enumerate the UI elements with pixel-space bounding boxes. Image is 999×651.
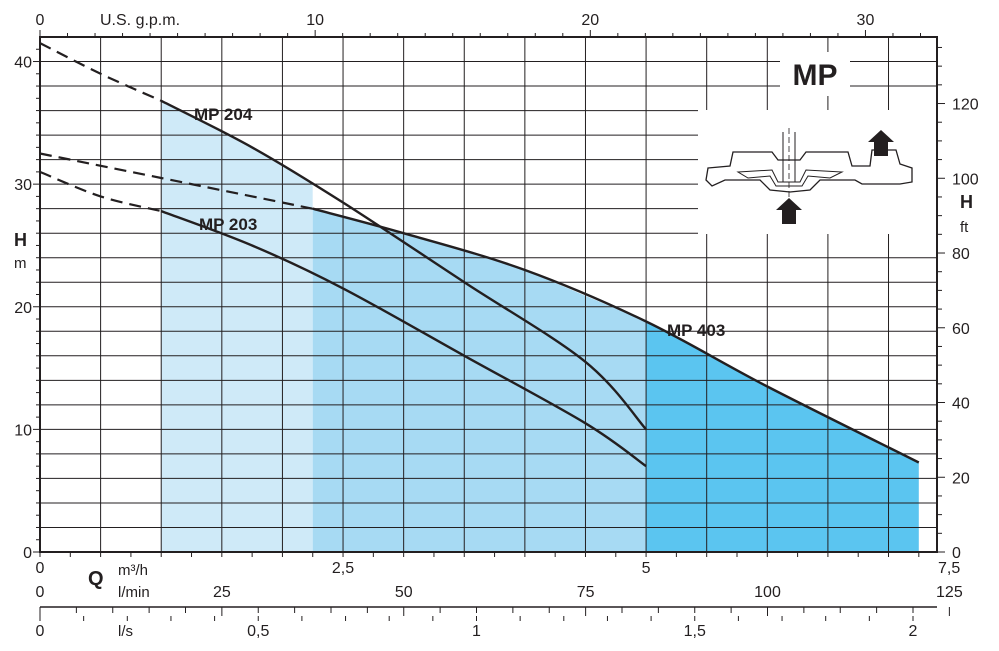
tick-label-left: 20 <box>14 300 32 317</box>
tick-label-lmin: 75 <box>577 584 595 601</box>
chart-curves <box>39 42 920 468</box>
fill-region-mp204 <box>161 100 313 553</box>
tick-label-lmin: 125 <box>936 584 963 601</box>
tick-label-m3h: 7,5 <box>938 560 960 577</box>
ls-axis-label: l/s <box>118 623 133 640</box>
tick-label-right: 20 <box>952 470 970 487</box>
left-axis-h: H <box>14 230 27 250</box>
curve-dashed-mp203 <box>39 170 162 213</box>
tick-label-left: 0 <box>23 545 32 562</box>
tick-label-lmin: 25 <box>213 584 231 601</box>
tick-label-m3h: 2,5 <box>332 560 354 577</box>
tick-label-lmin: 100 <box>754 584 781 601</box>
fill-region-mp403-extended <box>646 321 919 552</box>
curve-dashed-mp204 <box>39 42 162 102</box>
plot-frame <box>39 36 938 553</box>
curve-dashed-mp403 <box>39 152 313 210</box>
tick-label-lmin: 50 <box>395 584 413 601</box>
chart-title: MP <box>793 59 838 92</box>
tick-label-top: 0 <box>36 12 45 29</box>
q-axis-label: Q <box>88 568 104 590</box>
tick-label-top: 30 <box>857 12 875 29</box>
tick-label-right: 80 <box>952 246 970 263</box>
curve-label-mp204: MP 204 <box>194 105 253 124</box>
curve-label-mp403: MP 403 <box>667 321 725 340</box>
tick-label-right: 60 <box>952 321 970 338</box>
tick-label-right: 40 <box>952 396 970 413</box>
tick-label-m3h: 0 <box>36 560 45 577</box>
tick-label-left: 40 <box>14 55 32 72</box>
tick-label-m3h: 5 <box>642 560 651 577</box>
title-box <box>780 52 850 96</box>
tick-label-ls: 1 <box>472 623 481 640</box>
tick-label-lmin: 0 <box>36 584 45 601</box>
flow-in-arrow-icon <box>776 198 802 224</box>
curve-mp403 <box>312 207 920 464</box>
tick-label-ls: 1,5 <box>684 623 706 640</box>
curve-label-mp203: MP 203 <box>199 215 257 234</box>
tick-label-left: 10 <box>14 422 32 439</box>
lmin-axis-label: l/min <box>118 584 150 601</box>
curve-mp203 <box>160 209 647 468</box>
tick-label-right: 120 <box>952 97 979 114</box>
tick-label-ls: 0,5 <box>247 623 269 640</box>
pump-diagram <box>698 110 938 234</box>
tick-label-top: 10 <box>306 12 324 29</box>
gpm-axis-label: U.S. g.p.m. <box>100 12 180 29</box>
tick-label-top: 20 <box>581 12 599 29</box>
tick-label-right: 0 <box>952 545 961 562</box>
tick-label-right: 100 <box>952 171 979 188</box>
right-axis-h: H <box>960 192 973 212</box>
right-axis-ft: ft <box>960 219 969 236</box>
m3h-axis-label: m³/h <box>118 562 148 579</box>
left-axis-m: m <box>14 255 27 272</box>
curve-mp204 <box>160 99 647 431</box>
flow-out-arrow-icon <box>868 130 894 156</box>
pump-impeller <box>736 169 844 187</box>
tick-label-ls: 0 <box>36 623 45 640</box>
tick-label-ls: 2 <box>909 623 918 640</box>
tick-label-left: 30 <box>14 177 32 194</box>
